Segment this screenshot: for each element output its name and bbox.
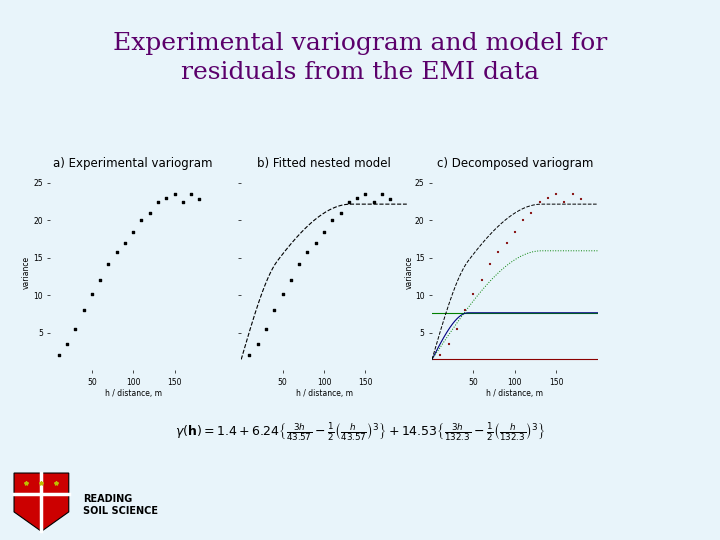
Point [517, 216, 528, 225]
Point [443, 340, 454, 348]
Point [485, 259, 496, 268]
Point [542, 194, 554, 202]
Point [476, 276, 487, 285]
Point [252, 340, 264, 348]
X-axis label: h / distance, m: h / distance, m [295, 389, 353, 399]
Point [575, 195, 587, 204]
Point [61, 340, 73, 348]
Point [509, 227, 521, 236]
X-axis label: h / distance, m: h / distance, m [486, 389, 544, 399]
Point [277, 289, 289, 298]
Text: $\gamma(\mathbf{h}) = 1.4 + 6.24\left\{\frac{3h}{43.57} - \frac{1}{2}\left(\frac: $\gamma(\mathbf{h}) = 1.4 + 6.24\left\{\… [175, 421, 545, 443]
Point [526, 208, 537, 217]
X-axis label: h / distance, m: h / distance, m [104, 389, 162, 399]
Y-axis label: variance: variance [22, 256, 30, 289]
Point [53, 350, 65, 359]
Point [302, 247, 313, 256]
Point [261, 325, 272, 333]
Point [194, 195, 205, 204]
Point [177, 197, 189, 206]
Y-axis label: variance: variance [405, 256, 413, 289]
Point [368, 197, 379, 206]
Point [384, 195, 396, 204]
Point [169, 190, 181, 199]
Point [153, 197, 164, 206]
Text: b) Fitted nested model: b) Fitted nested model [257, 157, 391, 170]
Point [492, 247, 504, 256]
Point [294, 259, 305, 268]
Point [559, 197, 570, 206]
Point [534, 197, 546, 206]
Point [186, 190, 197, 199]
Point [94, 276, 106, 285]
Point [318, 227, 330, 236]
Point [70, 325, 81, 333]
Point [136, 216, 148, 225]
Text: c) Decomposed variogram: c) Decomposed variogram [436, 157, 593, 170]
Point [103, 259, 114, 268]
Point [468, 289, 480, 298]
Point [78, 306, 89, 314]
Point [551, 190, 562, 199]
Text: READING
SOIL SCIENCE: READING SOIL SCIENCE [83, 494, 158, 516]
Point [343, 197, 355, 206]
Point [327, 216, 338, 225]
Point [244, 350, 256, 359]
Point [459, 306, 471, 314]
Point [285, 276, 297, 285]
Point [127, 227, 139, 236]
Point [501, 239, 513, 247]
Point [335, 208, 346, 217]
Point [86, 289, 98, 298]
Point [451, 325, 463, 333]
Point [120, 239, 131, 247]
Point [269, 306, 280, 314]
Point [310, 239, 322, 247]
Text: Experimental variogram and model for
residuals from the EMI data: Experimental variogram and model for res… [113, 32, 607, 84]
Point [567, 190, 579, 199]
Point [111, 247, 122, 256]
Text: a) Experimental variogram: a) Experimental variogram [53, 157, 213, 170]
Point [351, 194, 363, 202]
Polygon shape [14, 473, 68, 531]
Point [144, 208, 156, 217]
Point [377, 190, 388, 199]
Point [161, 194, 172, 202]
Point [435, 350, 446, 359]
Point [360, 190, 372, 199]
